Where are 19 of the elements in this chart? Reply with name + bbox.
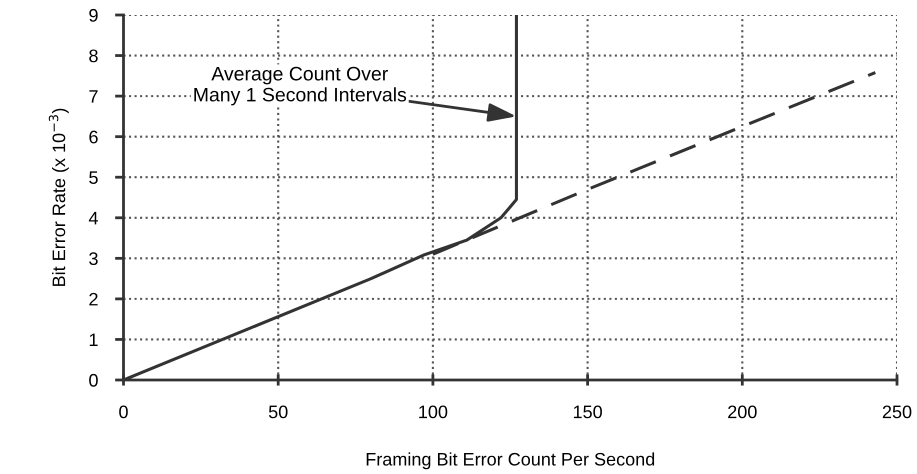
y-tick-label: 8: [89, 49, 98, 62]
x-tick-label: 200: [728, 405, 757, 418]
x-tick-label: 100: [419, 405, 448, 418]
y-tick-label: 6: [89, 130, 98, 144]
x-tick-label: 250: [882, 405, 912, 418]
x-axis-title: Framing Bit Error Count Per Second: [366, 452, 654, 470]
y-tick-label: 7: [89, 90, 98, 103]
y-tick-label: 0: [89, 374, 98, 387]
y-tick-label: 4: [88, 212, 98, 224]
y-tick-label: 9: [89, 8, 98, 22]
annotation: Average Count Over Many 1 Second Intervals: [194, 66, 406, 106]
x-tick-label: 50: [268, 405, 288, 418]
x-tick-label: 150: [574, 405, 602, 418]
y-axis-title: Bit Error Rate (x 10$^{−3}$): [48, 108, 69, 286]
y-tick-label: 5: [89, 171, 98, 184]
y-tick-label: 2: [89, 292, 98, 306]
x-tick-label: 0: [119, 405, 128, 418]
y-tick-label: 3: [89, 252, 98, 266]
y-tick-label: 1: [90, 334, 98, 346]
